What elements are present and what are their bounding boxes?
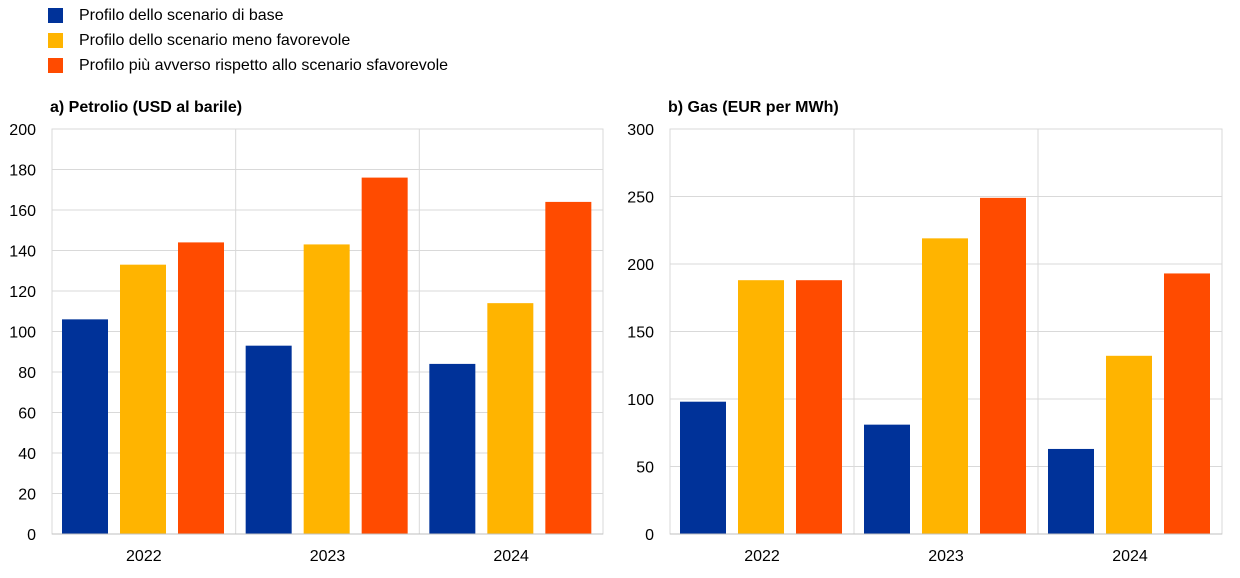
bar-2023-series-1	[245, 345, 292, 534]
x-tick-label: 2024	[493, 548, 529, 565]
y-tick-label: 200	[627, 257, 654, 274]
bar-2022-series-2	[120, 264, 166, 534]
legend-swatch	[48, 58, 63, 73]
x-tick-label: 2023	[928, 548, 964, 565]
y-tick-label: 250	[627, 190, 654, 207]
y-tick-label: 300	[627, 122, 654, 139]
legend-item-less-favourable: Profilo dello scenario meno favorevole	[48, 28, 448, 53]
bar-2022-series-3	[796, 280, 842, 534]
y-tick-label: 40	[18, 446, 36, 463]
bar-2024-series-3	[545, 201, 592, 534]
y-tick-label: 200	[9, 122, 36, 139]
chart-title: b) Gas (EUR per MWh)	[668, 99, 839, 116]
bar-2024-series-1	[429, 363, 476, 534]
bar-2023-series-3	[980, 197, 1026, 534]
bar-2023-series-1	[864, 424, 910, 534]
legend-item-adverse: Profilo più avverso rispetto allo scenar…	[48, 53, 448, 78]
y-tick-label: 180	[9, 163, 36, 180]
bar-2022-series-1	[680, 401, 726, 534]
y-tick-label: 0	[645, 527, 654, 544]
bar-2024-series-3	[1164, 273, 1210, 534]
y-tick-label: 140	[9, 244, 36, 261]
y-tick-label: 160	[9, 203, 36, 220]
y-tick-label: 20	[18, 487, 36, 504]
legend-label: Profilo dello scenario meno favorevole	[79, 31, 351, 49]
legend-swatch	[48, 8, 63, 23]
x-tick-label: 2024	[1112, 548, 1148, 565]
chart-title: a) Petrolio (USD al barile)	[50, 99, 242, 116]
bar-2024-series-2	[487, 303, 534, 534]
y-tick-label: 100	[9, 325, 36, 342]
bar-2022-series-2	[738, 280, 784, 534]
x-tick-label: 2022	[126, 548, 162, 565]
bar-2022-series-1	[62, 319, 108, 534]
y-tick-label: 100	[627, 392, 654, 409]
y-tick-label: 0	[27, 527, 36, 544]
x-tick-label: 2023	[310, 548, 346, 565]
legend-label: Profilo dello scenario di base	[79, 6, 284, 24]
legend-swatch	[48, 33, 63, 48]
bar-2023-series-3	[361, 177, 408, 534]
bar-2024-series-1	[1048, 448, 1094, 534]
legend: Profilo dello scenario di base Profilo d…	[48, 3, 448, 78]
legend-label: Profilo più avverso rispetto allo scenar…	[79, 56, 449, 74]
x-tick-label: 2022	[744, 548, 780, 565]
bar-2024-series-2	[1106, 355, 1152, 534]
y-tick-label: 120	[9, 284, 36, 301]
bar-2023-series-2	[922, 238, 968, 534]
y-tick-label: 60	[18, 406, 36, 423]
bar-2022-series-3	[178, 242, 224, 534]
y-tick-label: 50	[636, 460, 654, 477]
y-tick-label: 150	[627, 325, 654, 342]
y-tick-label: 80	[18, 365, 36, 382]
legend-item-base: Profilo dello scenario di base	[48, 3, 448, 28]
bar-2023-series-2	[303, 244, 350, 535]
